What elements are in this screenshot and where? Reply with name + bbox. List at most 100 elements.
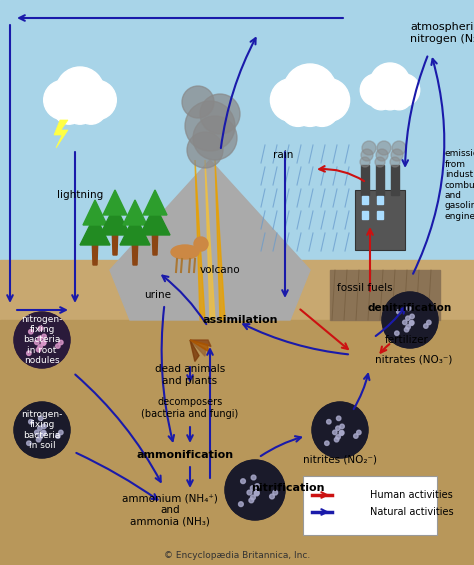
Circle shape (77, 80, 116, 120)
Circle shape (397, 310, 401, 314)
Circle shape (41, 341, 46, 346)
Circle shape (409, 321, 414, 325)
Circle shape (390, 157, 400, 167)
Circle shape (305, 93, 339, 127)
Circle shape (360, 74, 392, 106)
Circle shape (38, 326, 43, 331)
Circle shape (247, 490, 252, 495)
Bar (362, 196, 368, 204)
Text: nitrates (NO₃⁻): nitrates (NO₃⁻) (375, 355, 452, 365)
Circle shape (377, 141, 391, 155)
Circle shape (427, 320, 431, 325)
Circle shape (182, 86, 214, 118)
Text: ammonium (NH₄⁺)
and
ammonia (NH₃): ammonium (NH₄⁺) and ammonia (NH₃) (122, 493, 218, 527)
Circle shape (44, 80, 83, 120)
Circle shape (42, 334, 46, 338)
Circle shape (368, 85, 393, 110)
Bar (377, 211, 383, 219)
Polygon shape (112, 225, 118, 255)
Polygon shape (92, 235, 98, 265)
Circle shape (36, 347, 41, 352)
Circle shape (14, 402, 70, 458)
Text: fossil fuels: fossil fuels (337, 283, 393, 293)
Circle shape (340, 424, 344, 429)
Text: Human activities: Human activities (370, 490, 453, 500)
Circle shape (395, 331, 399, 336)
Text: volcano: volcano (200, 265, 240, 275)
Circle shape (28, 420, 33, 424)
Circle shape (406, 316, 410, 320)
Text: lightning: lightning (57, 190, 103, 200)
Circle shape (185, 101, 235, 151)
Circle shape (14, 312, 70, 368)
Circle shape (225, 460, 285, 520)
Circle shape (339, 431, 344, 435)
Circle shape (193, 116, 237, 160)
Polygon shape (80, 215, 110, 245)
Circle shape (283, 64, 337, 117)
Circle shape (270, 494, 274, 499)
Circle shape (38, 345, 42, 349)
Bar (377, 196, 383, 204)
Polygon shape (0, 260, 474, 565)
Circle shape (54, 93, 84, 124)
Text: decomposers
(bacteria and fungi): decomposers (bacteria and fungi) (141, 397, 238, 419)
Circle shape (41, 340, 46, 345)
Circle shape (249, 498, 254, 503)
Circle shape (38, 434, 42, 439)
Polygon shape (123, 200, 147, 225)
Text: dead animals
and plants: dead animals and plants (155, 364, 225, 386)
FancyBboxPatch shape (355, 190, 405, 250)
Circle shape (238, 502, 243, 507)
Circle shape (327, 420, 331, 424)
Circle shape (410, 320, 414, 325)
Circle shape (35, 340, 39, 345)
Circle shape (37, 426, 42, 431)
Circle shape (339, 431, 344, 436)
Circle shape (254, 491, 259, 496)
Polygon shape (120, 215, 150, 245)
Polygon shape (195, 160, 205, 320)
Polygon shape (54, 120, 68, 148)
Polygon shape (0, 320, 474, 565)
Text: Natural activities: Natural activities (370, 507, 454, 517)
Circle shape (306, 79, 350, 121)
Circle shape (334, 437, 339, 442)
Circle shape (337, 416, 341, 420)
Circle shape (273, 490, 278, 495)
Text: denitrification: denitrification (368, 303, 452, 313)
Circle shape (375, 157, 385, 167)
Circle shape (362, 141, 376, 155)
Text: rain: rain (273, 150, 293, 160)
Circle shape (404, 328, 409, 332)
Circle shape (35, 430, 39, 434)
Bar (376, 165, 384, 195)
Circle shape (27, 351, 31, 355)
Circle shape (251, 475, 256, 480)
Circle shape (42, 424, 46, 429)
Circle shape (27, 441, 31, 445)
Circle shape (386, 85, 411, 110)
Polygon shape (205, 160, 215, 320)
Ellipse shape (171, 245, 199, 259)
Polygon shape (190, 340, 211, 346)
Text: urine: urine (145, 290, 172, 300)
Circle shape (377, 85, 402, 110)
Circle shape (360, 157, 370, 167)
Circle shape (336, 426, 340, 431)
Circle shape (270, 79, 314, 121)
Circle shape (250, 486, 255, 490)
Text: nitrogen-
fixing
bacteria
in soil: nitrogen- fixing bacteria in soil (21, 410, 63, 450)
Circle shape (38, 416, 43, 420)
Circle shape (55, 344, 60, 348)
Polygon shape (83, 200, 107, 225)
Text: ammonification: ammonification (137, 450, 234, 460)
Text: atmospheric
nitrogen (N₂): atmospheric nitrogen (N₂) (410, 22, 474, 44)
Polygon shape (132, 235, 138, 265)
Circle shape (410, 314, 414, 319)
Circle shape (361, 149, 373, 161)
Circle shape (241, 479, 246, 484)
Polygon shape (103, 190, 127, 215)
Circle shape (28, 329, 33, 334)
Circle shape (354, 434, 358, 438)
